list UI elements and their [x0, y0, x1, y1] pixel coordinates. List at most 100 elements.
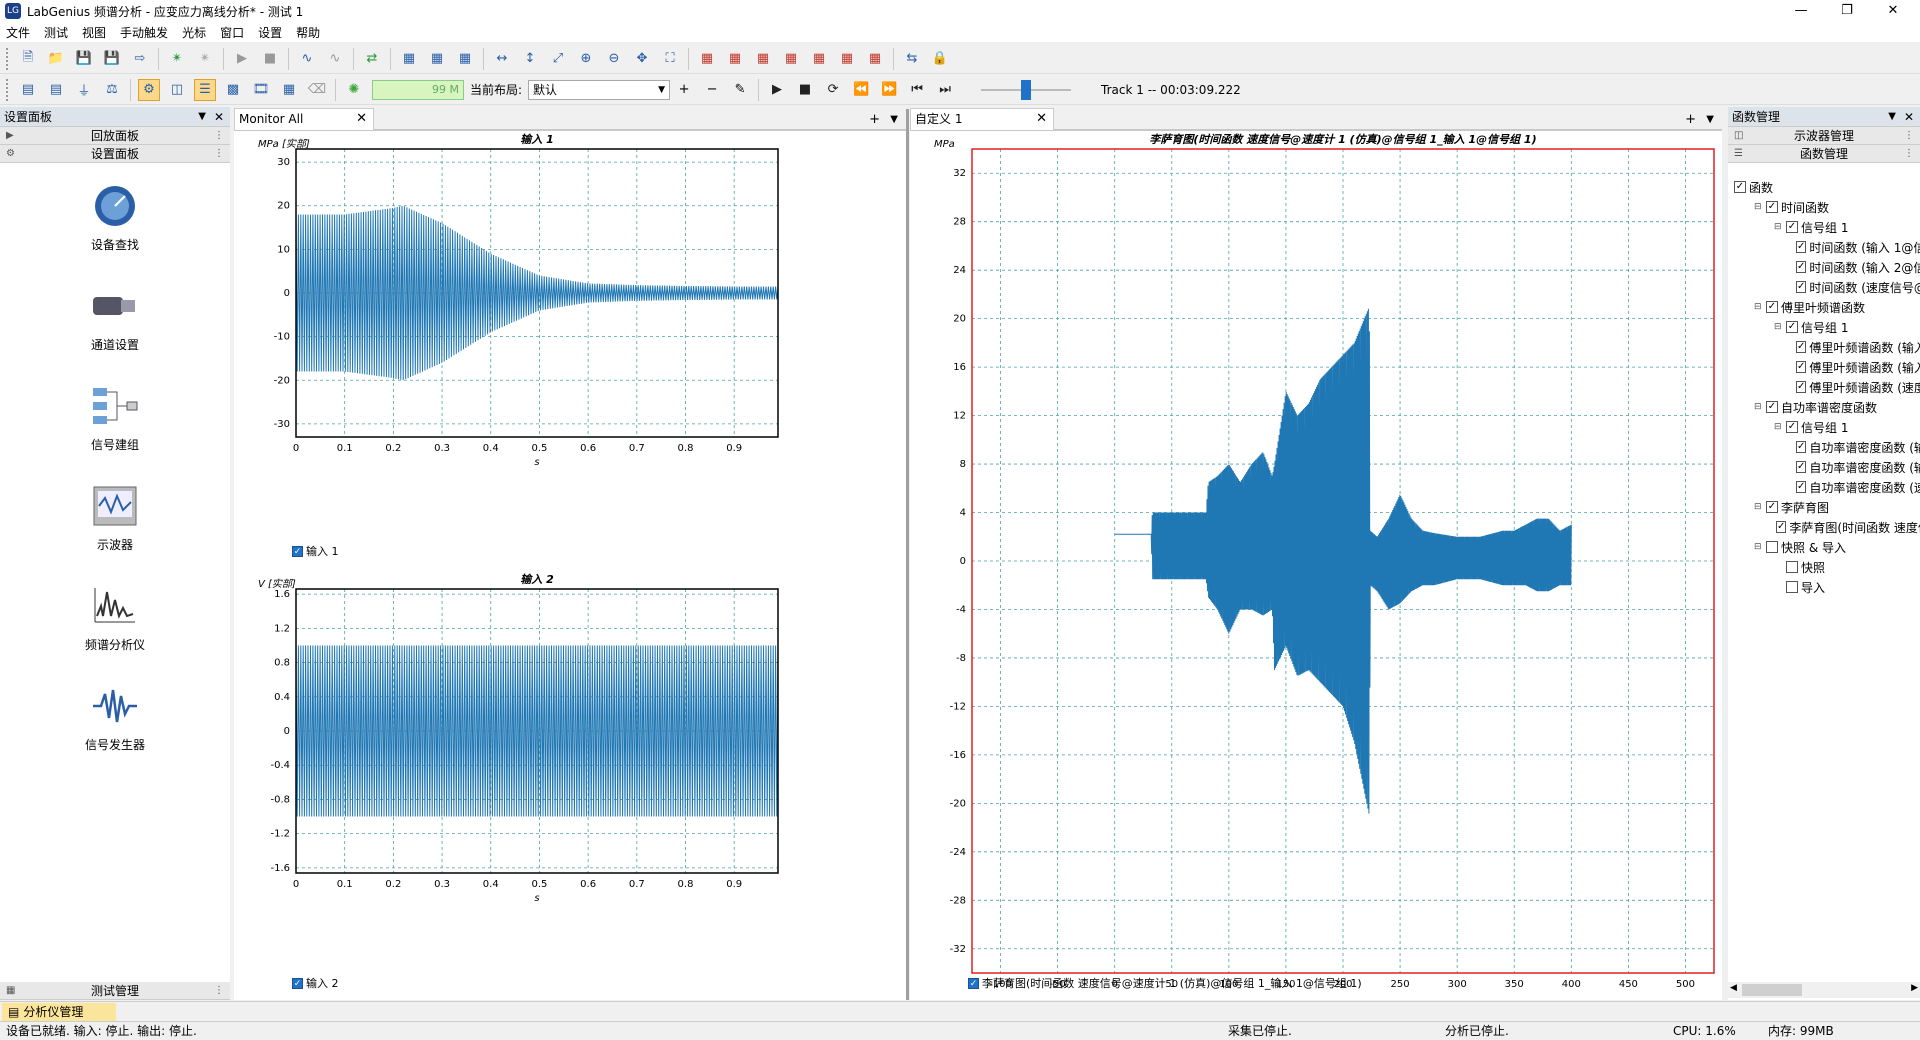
film-icon[interactable]: 🎞: [252, 82, 270, 97]
tree-node[interactable]: ⊟ ✓ 自功率谱密度函数: [1728, 397, 1920, 417]
tree-checkbox[interactable]: ✓: [1786, 221, 1798, 233]
chart-bar-icon[interactable]: ▤: [49, 82, 63, 97]
tree-node[interactable]: ✓ 傅里叶频谱函数 (输入: [1728, 357, 1920, 377]
horizontal-measure-icon[interactable]: ↔: [496, 51, 508, 66]
settings-panel-tab[interactable]: ⚙ 设置面板 ⋮: [0, 145, 230, 163]
rewind-icon[interactable]: ⏪: [852, 82, 870, 97]
zoom-out-icon[interactable]: ⊖: [608, 51, 620, 66]
more-icon[interactable]: ⋮: [1904, 130, 1914, 141]
tree-checkbox[interactable]: ✓: [1766, 301, 1778, 313]
waveform-icon[interactable]: ∿: [301, 51, 313, 66]
more-icon[interactable]: ⋮: [214, 985, 224, 996]
ground-icon[interactable]: ⏚: [77, 84, 91, 99]
chevron-down-icon[interactable]: ▼: [1706, 113, 1714, 125]
tree-node[interactable]: ✓ 傅里叶频谱函数 (速度: [1728, 377, 1920, 397]
tree-checkbox[interactable]: ✓: [1766, 501, 1778, 513]
slider-thumb[interactable]: [1021, 79, 1032, 100]
tree-node[interactable]: ✓ 自功率谱密度函数 (输: [1728, 437, 1920, 457]
tree-node[interactable]: ⊟ 快照 & 导入: [1728, 537, 1920, 557]
tree-node[interactable]: ⊟ ✓ 信号组 1: [1728, 417, 1920, 437]
skip-start-icon[interactable]: ⏮: [911, 82, 923, 97]
columns-icon[interactable]: ◫: [170, 82, 184, 97]
tree-node[interactable]: ✓ 自功率谱密度函数 (速: [1728, 477, 1920, 497]
grid7-icon[interactable]: ▦: [868, 51, 882, 66]
vertical-measure-icon[interactable]: ↕: [524, 51, 536, 66]
eraser-icon[interactable]: ⌫: [307, 82, 327, 97]
open-folder-icon[interactable]: 📁: [47, 51, 65, 66]
tree-checkbox[interactable]: ✓: [1786, 321, 1798, 333]
sync-icon[interactable]: ⇆: [906, 51, 918, 66]
list-icon[interactable]: ☰: [194, 78, 216, 101]
close-icon[interactable]: ✕: [1036, 111, 1047, 126]
more-icon[interactable]: ⋮: [214, 148, 224, 159]
lock-icon[interactable]: 🔒: [931, 51, 949, 66]
skip-end-icon[interactable]: ⏭: [939, 82, 951, 97]
expander-icon[interactable]: ⊟: [1754, 202, 1762, 212]
oscilloscope-item[interactable]: 示波器: [0, 467, 230, 567]
zoom-in-icon[interactable]: ⊕: [580, 51, 592, 66]
grid2-icon[interactable]: ▦: [728, 51, 742, 66]
legend-input-2[interactable]: ✓ 输入 2: [292, 975, 339, 991]
edit-icon[interactable]: ✎: [734, 82, 746, 97]
play-icon[interactable]: ▶: [772, 82, 783, 97]
view2-icon[interactable]: ▦: [430, 51, 444, 66]
loop-icon[interactable]: ⟳: [827, 82, 839, 97]
run-icon[interactable]: ✴: [171, 51, 183, 66]
chart-input-1[interactable]: 输入 1 MPa [实部] 0 0.1 0.2 0.3 0.4 0.5 0.6 0.7 0.8 0.9…: [234, 133, 906, 573]
menu-view[interactable]: 视图: [82, 25, 107, 40]
spectrum-icon[interactable]: ▩: [226, 82, 240, 97]
grid1-icon[interactable]: ▦: [700, 51, 714, 66]
horizontal-scrollbar[interactable]: ◀ ▶: [1728, 982, 1920, 998]
settings-gear-icon[interactable]: ⚙: [138, 78, 160, 101]
scroll-thumb[interactable]: [1742, 984, 1802, 996]
add-tab-icon[interactable]: +: [1685, 111, 1696, 127]
view3-icon[interactable]: ▦: [458, 51, 472, 66]
tab-analyzer-manager[interactable]: ▤ 分析仪管理: [2, 1003, 116, 1021]
menu-file[interactable]: 文件: [6, 25, 31, 40]
tree-node[interactable]: ✓ 函数: [1728, 177, 1920, 197]
grid5-icon[interactable]: ▦: [812, 51, 826, 66]
tree-node[interactable]: ⊟ ✓ 时间函数: [1728, 197, 1920, 217]
tree-checkbox[interactable]: ✓: [1796, 441, 1807, 453]
track-slider[interactable]: [981, 79, 1072, 100]
tree-checkbox[interactable]: ✓: [1796, 281, 1807, 293]
fast-forward-icon[interactable]: ⏩: [880, 82, 898, 97]
tree-checkbox[interactable]: ✓: [1796, 481, 1807, 493]
play-box-icon[interactable]: ▶: [237, 51, 247, 66]
tree-checkbox[interactable]: [1786, 581, 1798, 593]
expander-icon[interactable]: ⊟: [1754, 302, 1762, 312]
stop-icon[interactable]: ■: [798, 82, 812, 97]
tree-checkbox[interactable]: ✓: [1796, 381, 1807, 393]
tree-node[interactable]: ✓ 时间函数 (输入 2@信: [1728, 257, 1920, 277]
oscilloscope-manager-tab[interactable]: ◫ 示波器管理 ⋮: [1728, 127, 1920, 145]
tree-node[interactable]: ⊟ ✓ 信号组 1: [1728, 317, 1920, 337]
splitter[interactable]: [906, 109, 909, 1000]
tree-node[interactable]: ✓ 自功率谱密度函数 (输: [1728, 457, 1920, 477]
tree-node[interactable]: ✓ 李萨育图(时间函数 速度信: [1728, 517, 1920, 537]
tree-checkbox[interactable]: ✓: [1776, 521, 1787, 533]
grid-icon[interactable]: ▦: [282, 82, 296, 97]
run-disabled-icon[interactable]: ✴: [199, 51, 211, 66]
close-icon[interactable]: ✕: [1903, 109, 1914, 124]
export-icon[interactable]: ⇨: [134, 51, 146, 66]
more-icon[interactable]: ⋮: [214, 130, 224, 141]
expander-icon[interactable]: ⊟: [1754, 542, 1762, 552]
menu-test[interactable]: 测试: [44, 25, 69, 40]
tab-custom-1[interactable]: 自定义 1 ✕: [910, 108, 1054, 130]
expander-icon[interactable]: ⊟: [1774, 422, 1782, 432]
new-file-icon[interactable]: 🗎: [22, 49, 34, 65]
menu-settings[interactable]: 设置: [258, 25, 283, 40]
tree-checkbox[interactable]: ✓: [1796, 361, 1807, 373]
tree-checkbox[interactable]: ✓: [1796, 461, 1807, 473]
expander-icon[interactable]: ⊟: [1754, 502, 1762, 512]
chart-icon[interactable]: ▤: [21, 82, 35, 97]
tree-checkbox[interactable]: ✓: [1766, 201, 1778, 213]
diagonal-measure-icon[interactable]: ⤢: [552, 51, 564, 66]
checkbox-icon[interactable]: ✓: [292, 977, 303, 989]
checkbox-icon[interactable]: ✓: [292, 545, 303, 557]
balance-icon[interactable]: ⚖: [106, 82, 118, 97]
test-manager-tab[interactable]: ▦ 测试管理 ⋮: [0, 982, 230, 1000]
expander-icon[interactable]: ⊟: [1774, 322, 1782, 332]
grid6-icon[interactable]: ▦: [840, 51, 854, 66]
add-tab-icon[interactable]: +: [869, 111, 880, 127]
